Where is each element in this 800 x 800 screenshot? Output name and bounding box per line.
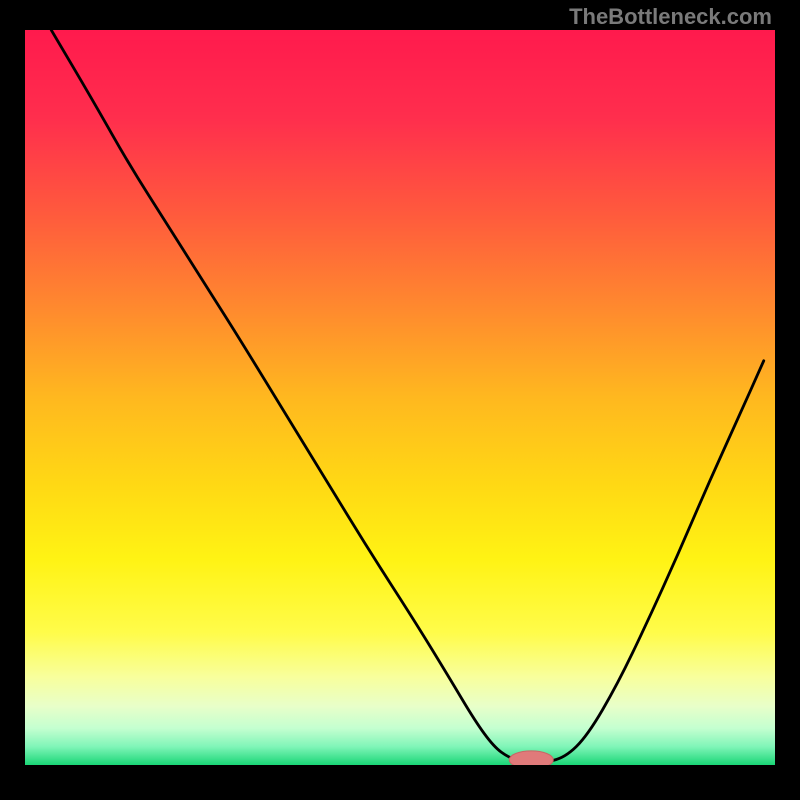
- bottleneck-curve-chart: [25, 30, 775, 765]
- gradient-background: [25, 30, 775, 765]
- plot-area: [25, 30, 775, 765]
- chart-frame: TheBottleneck.com: [0, 0, 800, 800]
- optimal-marker: [509, 751, 553, 765]
- watermark-text: TheBottleneck.com: [569, 4, 772, 30]
